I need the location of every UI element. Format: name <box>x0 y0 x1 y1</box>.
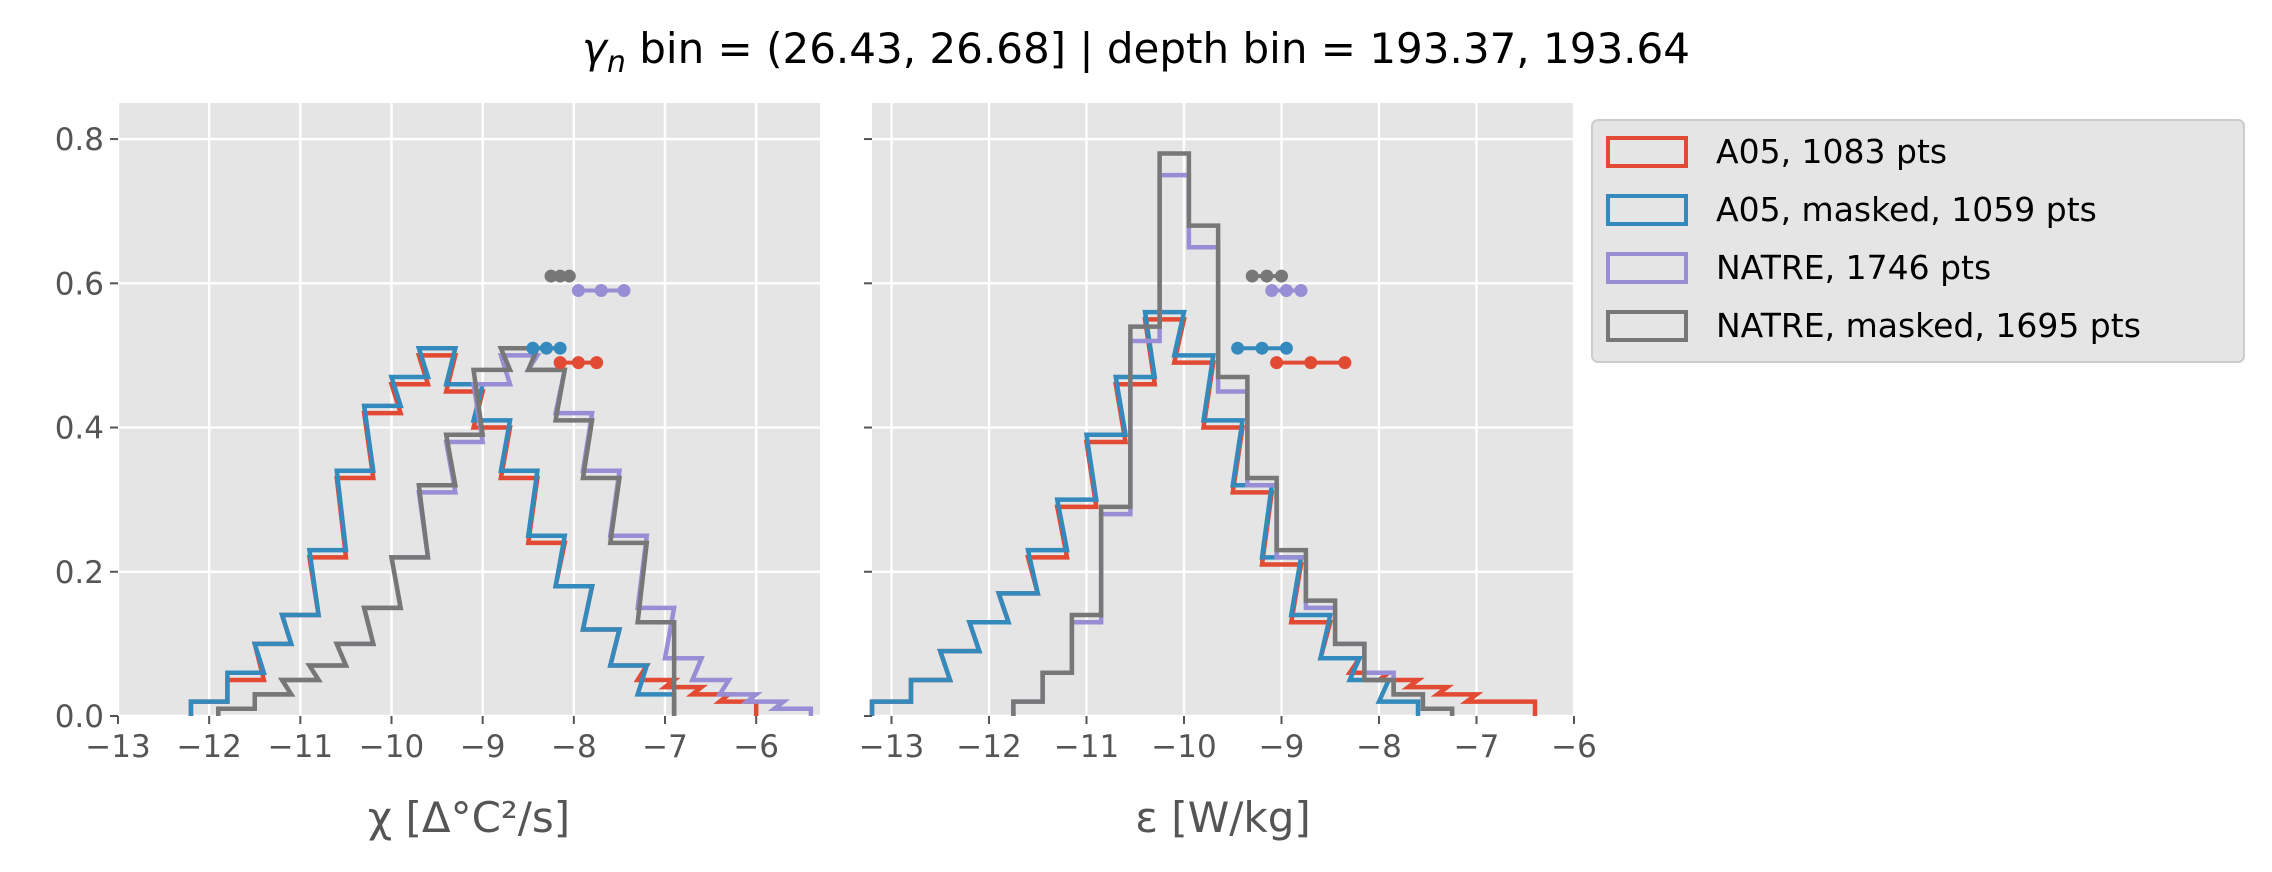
x-tick-label: −9 <box>460 729 506 765</box>
title-subscript: n <box>607 45 626 80</box>
legend-entry: NATRE, masked, 1695 pts <box>1606 306 2141 345</box>
x-tick-label: −7 <box>1454 729 1500 765</box>
title-rest: bin = (26.43, 26.68] | depth bin = 193.3… <box>626 24 1690 73</box>
x-tick-label: −10 <box>359 729 424 765</box>
x-tick-label: −8 <box>551 729 597 765</box>
quantile-marker-a05 <box>553 356 567 370</box>
x-tick-label: −7 <box>642 729 688 765</box>
quantile-marker-a05-masked <box>553 341 567 355</box>
x-tick-label: −12 <box>956 729 1021 765</box>
y-tick-label: 0.0 <box>55 699 104 735</box>
legend-swatch <box>1606 252 1688 284</box>
quantile-marker-a05-masked <box>526 341 540 355</box>
x-tick-label: −10 <box>1151 729 1216 765</box>
chi-histogram-panel: −13 −12 −11 −10 −9 −8 −7 −6 0.0 0.2 0.4 0.6 0.8 χ [Δ°… <box>55 103 820 842</box>
x-tick-label: −6 <box>733 729 779 765</box>
x-tick-label: −9 <box>1259 729 1305 765</box>
legend-box <box>1591 119 2245 363</box>
y-tick-label: 0.2 <box>55 555 104 591</box>
x-axis-label: χ [Δ°C²/s] <box>368 793 570 842</box>
legend-swatch <box>1606 310 1688 342</box>
quantile-marker-a05-masked <box>1255 341 1269 355</box>
legend-entry: NATRE, 1746 pts <box>1606 248 1991 287</box>
legend-swatch <box>1606 136 1688 168</box>
quantile-marker-natre-masked <box>1245 269 1259 283</box>
x-tick-label: −8 <box>1356 729 1402 765</box>
x-tick-label: −13 <box>859 729 924 765</box>
legend-entry: A05, 1083 pts <box>1606 132 1947 171</box>
legend-swatch <box>1606 194 1688 226</box>
histogram-series-natre-masked <box>1011 151 1455 716</box>
legend: A05, 1083 pts A05, masked, 1059 pts NATRE,… <box>1591 119 2245 363</box>
title-symbol: γ <box>582 24 609 73</box>
legend-label: NATRE, masked, 1695 pts <box>1716 306 2141 345</box>
quantile-marker-a05 <box>1270 356 1284 370</box>
quantile-marker-a05 <box>590 356 604 370</box>
histogram-series-natre <box>1011 172 1455 716</box>
quantile-marker-natre <box>1265 284 1279 298</box>
quantile-marker-natre-masked <box>553 269 567 283</box>
x-tick-label: −11 <box>268 729 333 765</box>
histogram-series-a05-masked <box>188 345 677 716</box>
x-tick-label: −12 <box>176 729 241 765</box>
x-tick-label: −6 <box>1551 729 1597 765</box>
y-tick-label: 0.6 <box>55 266 104 302</box>
quantile-marker-a05-masked <box>1231 341 1245 355</box>
quantile-marker-natre <box>617 284 631 298</box>
histogram-series-a05-masked <box>869 309 1421 716</box>
quantile-marker-a05 <box>1304 356 1318 370</box>
quantile-marker-a05-masked <box>1279 341 1293 355</box>
y-tick-label: 0.8 <box>55 122 104 158</box>
quantile-marker-natre <box>571 284 585 298</box>
quantile-marker-natre-masked <box>562 269 576 283</box>
quantile-marker-a05-masked <box>539 341 553 355</box>
quantile-marker-natre <box>594 284 608 298</box>
quantile-marker-a05 <box>571 356 585 370</box>
legend-label: A05, 1083 pts <box>1716 132 1947 171</box>
quantile-marker-natre-masked <box>1275 269 1288 283</box>
histogram-series-natre-masked <box>216 345 677 716</box>
x-axis-label: ε [W/kg] <box>1135 793 1311 842</box>
legend-label: A05, masked, 1059 pts <box>1716 190 2097 229</box>
legend-entry: A05, masked, 1059 pts <box>1606 190 2097 229</box>
quantile-marker-a05 <box>1338 356 1352 370</box>
quantile-marker-natre <box>1294 284 1308 298</box>
x-tick-label: −11 <box>1054 729 1119 765</box>
figure-title: γn bin = (26.43, 26.68] | depth bin = 19… <box>582 24 1690 80</box>
y-tick-label: 0.4 <box>55 411 104 447</box>
quantile-marker-natre <box>1279 284 1293 298</box>
plot-area <box>118 103 820 716</box>
epsilon-histogram-panel: −13 −12 −11 −10 −9 −8 −7 −6 ε [W/kg] <box>859 103 1597 842</box>
quantile-marker-natre-masked <box>1260 269 1274 283</box>
legend-label: NATRE, 1746 pts <box>1716 248 1991 287</box>
quantile-marker-natre-masked <box>544 269 558 283</box>
x-tick-label: −13 <box>85 729 150 765</box>
